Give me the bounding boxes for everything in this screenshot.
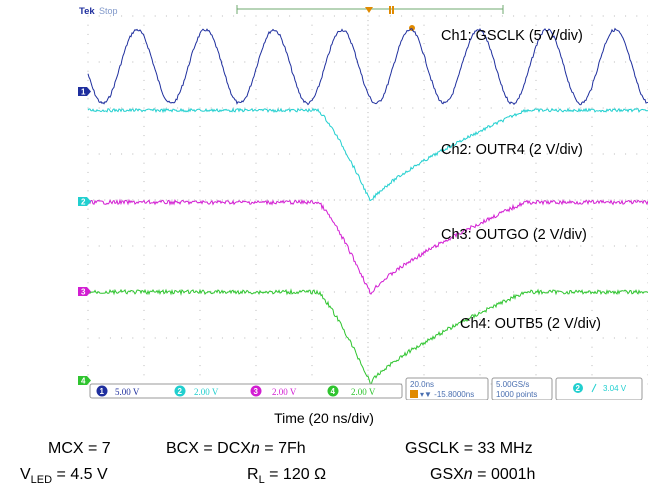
trigger-readout[interactable]: 2 3.04 V [555,377,643,400]
timebase-readout[interactable]: 20.0ns ▾▼ -15.8000ns [405,377,489,400]
ch4-ground-marker[interactable]: 4 [78,376,91,386]
rl-setting: RL = 120 Ω [247,466,327,487]
svg-text:20.0ns: 20.0ns [410,380,434,389]
ch3-waveform [87,198,648,295]
acquisition-readout[interactable]: 5.00GS/s 1000 points [491,377,553,400]
svg-text:1: 1 [81,88,86,97]
ch2-scale-readout[interactable]: 2 2.00 V [174,385,219,398]
svg-text:5.00 V: 5.00 V [115,387,140,397]
ch4-label: Ch4: OUTB5 (2 V/div) [460,316,601,332]
svg-text:2: 2 [576,384,581,393]
ch4-waveform [87,288,648,388]
brand-label: Tek [79,6,95,17]
ch1-scale-readout[interactable]: 1 5.00 V [96,385,140,398]
delay-marker-icon [389,6,394,14]
ch4-scale-readout[interactable]: 4 2.00 V [327,385,376,398]
svg-text:5.00GS/s: 5.00GS/s [496,380,529,389]
svg-text:2.00 V: 2.00 V [351,387,376,397]
rising-edge-icon [591,383,597,393]
gsx-setting: GSXn = 0001h [430,466,536,483]
ch3-label: Ch3: OUTGO (2 V/div) [441,227,587,243]
ch1-waveform [87,27,648,106]
status-bar: 1 5.00 V 2 2.00 V 3 2.00 V 4 2.00 V 20.0… [89,377,643,400]
svg-text:2: 2 [178,387,183,396]
svg-text:2.00 V: 2.00 V [194,387,219,397]
svg-text:1: 1 [100,387,105,396]
ch3-scale-readout[interactable]: 3 2.00 V [250,385,297,398]
svg-text:2: 2 [81,198,86,207]
ch2-waveform [87,107,648,202]
svg-text:4: 4 [331,387,336,396]
svg-text:3: 3 [81,288,86,297]
trigger-position-icon [365,7,373,13]
svg-text:▾▼ -15.8000ns: ▾▼ -15.8000ns [420,390,474,399]
ch2-ground-marker[interactable]: 2 [78,197,91,207]
ch2-label: Ch2: OUTR4 (2 V/div) [441,142,583,158]
vled-setting: VLED = 4.5 V [20,466,108,487]
run-state-label: Stop [99,6,118,16]
svg-text:3: 3 [254,387,259,396]
svg-text:1000 points: 1000 points [496,390,537,399]
ch1-label: Ch1: GSCLK (5 V/div) [441,28,583,44]
oscilloscope-display: Tek Stop 1 2 3 4 Ch1: GSCLK (5 V/div) Ch… [78,5,648,400]
bcx-setting: BCX = DCXn = 7Fh [166,440,306,457]
svg-text:4: 4 [81,377,86,386]
gsclk-setting: GSCLK = 33 MHz [405,440,533,457]
svg-text:2.00 V: 2.00 V [272,387,297,397]
ch3-ground-marker[interactable]: 3 [78,287,91,297]
mcx-setting: MCX = 7 [48,440,111,457]
svg-text:3.04 V: 3.04 V [603,384,627,393]
ch1-ground-marker[interactable]: 1 [78,87,91,97]
time-axis-caption: Time (20 ns/div) [274,410,374,426]
